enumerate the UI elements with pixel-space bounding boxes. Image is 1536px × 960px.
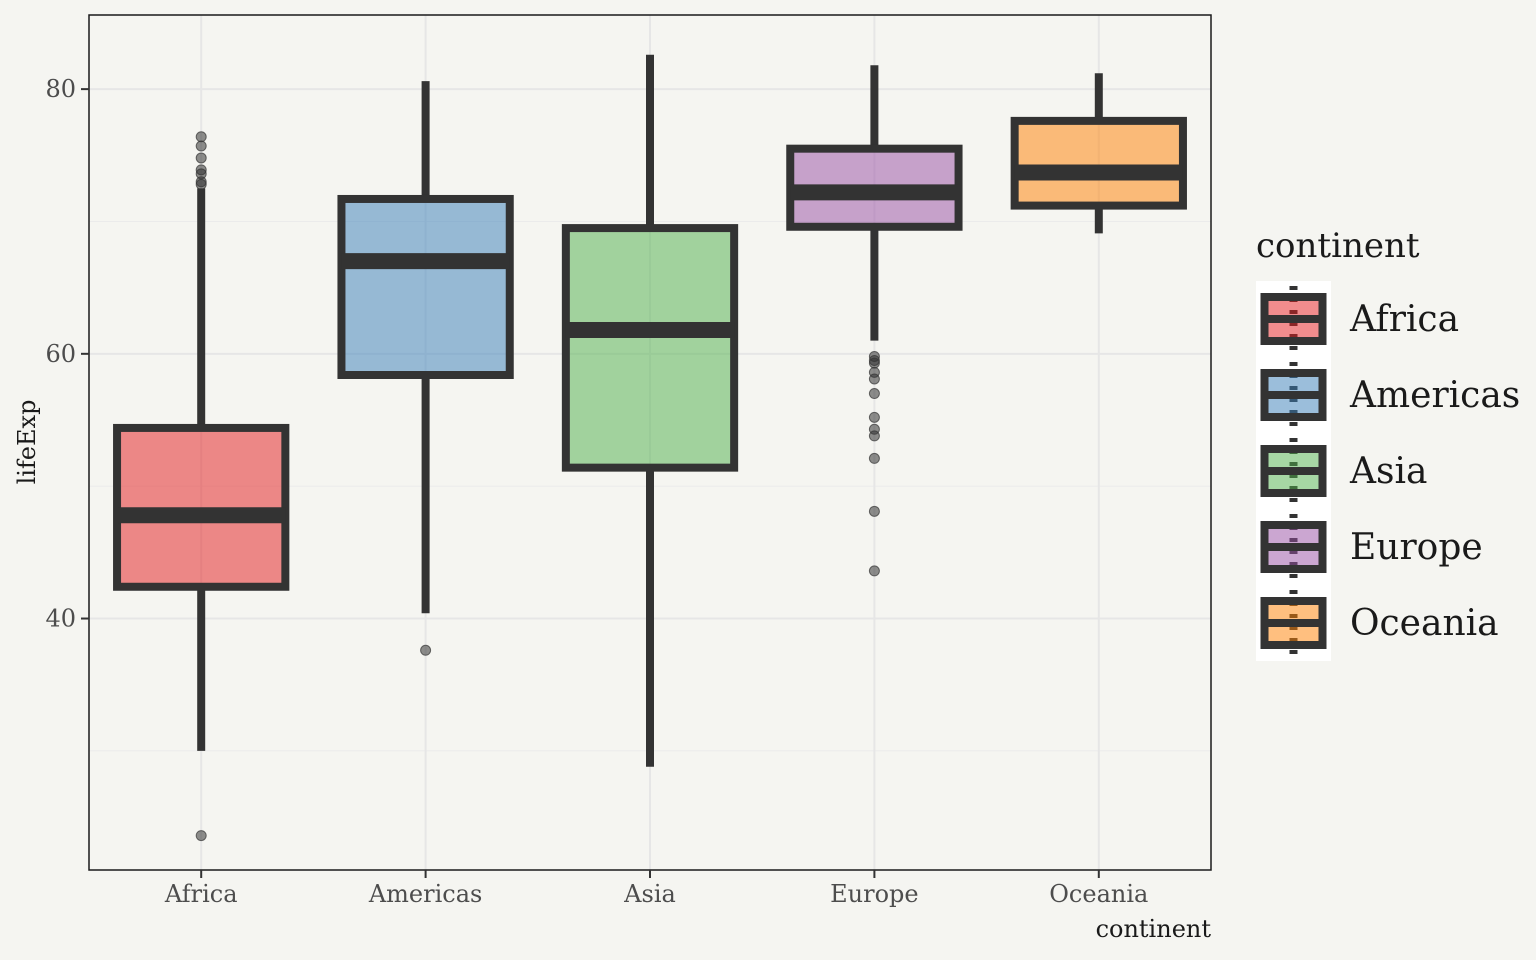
outlier-point (868, 505, 880, 517)
outlier-point (195, 131, 207, 143)
outlier-point (868, 423, 880, 435)
legend-item-europe: Europe (1260, 514, 1483, 580)
legend: Africa Americas Asia Europe Oceania (1256, 281, 1520, 661)
x-tick-label: Asia (623, 880, 676, 908)
box-body (561, 224, 739, 472)
outlier-point (195, 164, 207, 176)
x-tick-label: Oceania (1049, 880, 1148, 908)
legend-label: Europe (1350, 527, 1483, 568)
axes: 40 60 80 Africa Americas Asia Europe Oceania (45, 75, 1148, 908)
legend-item-americas: Americas (1260, 362, 1520, 428)
outlier-point (420, 644, 432, 656)
box-body (337, 194, 514, 379)
outlier-point (195, 830, 207, 842)
y-tick-label: 40 (45, 605, 76, 633)
legend-label: Oceania (1350, 603, 1499, 644)
x-axis-title: continent (1096, 915, 1212, 943)
x-tick-label: Europe (830, 880, 918, 908)
legend-label: Africa (1349, 299, 1459, 340)
x-tick-label: Americas (368, 880, 483, 908)
box-body (1010, 116, 1187, 210)
y-axis-title: lifeExp (13, 400, 41, 485)
y-tick-label: 60 (45, 340, 76, 368)
box-africa (113, 131, 290, 842)
outlier-point (868, 388, 880, 400)
box-europe (786, 65, 963, 577)
outlier-point (868, 366, 880, 378)
box-oceania (1010, 73, 1187, 234)
box-asia (561, 54, 739, 767)
legend-item-asia: Asia (1260, 438, 1427, 504)
legend-item-oceania: Oceania (1260, 590, 1499, 656)
outlier-point (195, 140, 207, 152)
outlier-point (868, 411, 880, 423)
outlier-point (868, 452, 880, 464)
legend-title: continent (1256, 226, 1420, 266)
y-tick-label: 80 (45, 75, 76, 103)
legend-label: Asia (1349, 451, 1427, 492)
box-layer (113, 54, 1187, 842)
outlier-point (868, 350, 880, 362)
outlier-point (868, 565, 880, 577)
x-tick-label: Africa (164, 880, 238, 908)
legend-item-africa: Africa (1260, 286, 1459, 352)
legend-label: Americas (1349, 375, 1520, 416)
outlier-point (195, 152, 207, 164)
box-americas (337, 81, 514, 656)
